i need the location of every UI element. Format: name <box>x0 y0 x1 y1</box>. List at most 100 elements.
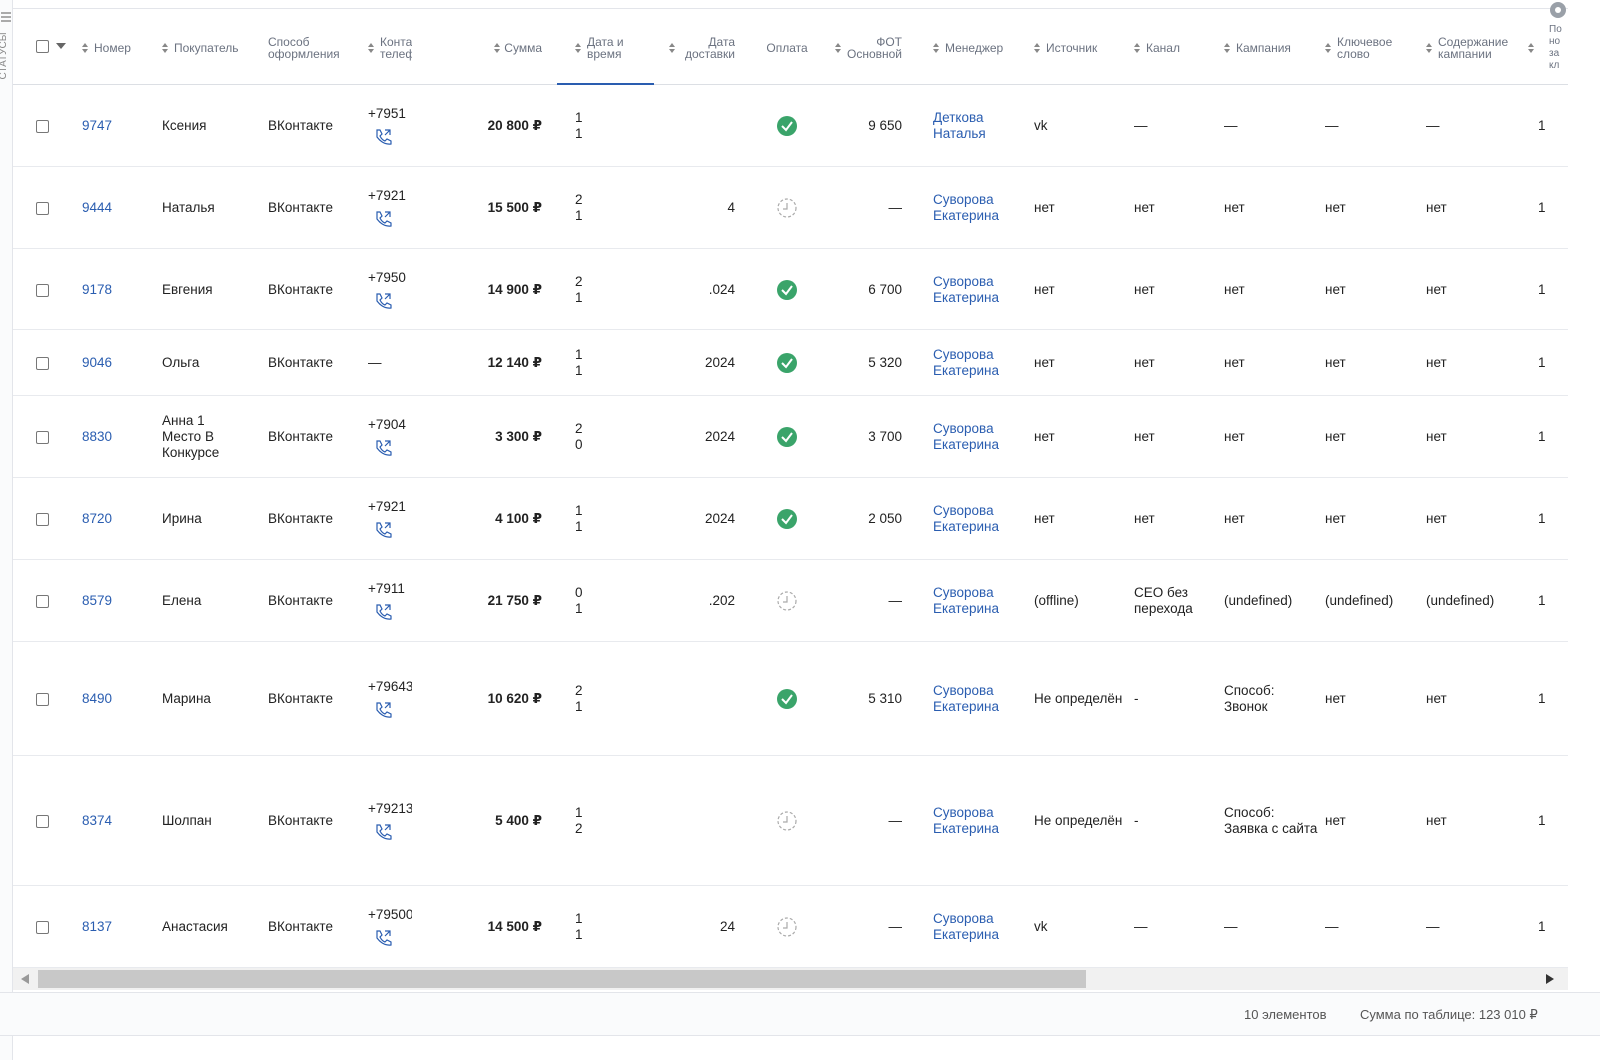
column-header[interactable]: Контактный телефон <box>380 35 412 61</box>
number-cell[interactable]: 8579 <box>82 593 113 608</box>
campaign-cell: нет <box>1224 511 1245 526</box>
column-header[interactable]: Дата доставки <box>684 35 735 61</box>
pending-icon <box>777 811 797 831</box>
call-icon[interactable] <box>374 292 392 310</box>
number-cell[interactable]: 8490 <box>82 691 113 706</box>
column-header[interactable]: Номер <box>94 41 131 55</box>
row-checkbox[interactable] <box>36 693 49 706</box>
column-header[interactable]: Кампания <box>1236 41 1291 55</box>
row-checkbox[interactable] <box>36 202 49 215</box>
sort-icon[interactable] <box>82 43 88 53</box>
manager-cell[interactable]: Суворова Екатерина <box>933 585 999 616</box>
sort-icon[interactable] <box>494 43 500 53</box>
row-divider <box>13 641 1568 642</box>
phone-number: +7951 <box>368 106 406 121</box>
column-header[interactable]: Канал <box>1146 41 1180 55</box>
manager-cell[interactable]: Суворова Екатерина <box>933 273 999 305</box>
phone-cell: +7904 <box>368 396 412 478</box>
column-header[interactable]: Способ оформления <box>268 35 340 61</box>
call-icon[interactable] <box>374 823 392 841</box>
buyer-cell: Ксения <box>162 118 207 133</box>
phone-number: +7921 <box>368 499 406 514</box>
manager-cell[interactable]: Суворова Екатерина <box>933 503 999 534</box>
source-cell: нет <box>1034 281 1055 297</box>
row-checkbox[interactable] <box>36 815 49 828</box>
call-icon[interactable] <box>374 701 392 719</box>
column-header[interactable]: ФОТ Основной <box>846 35 902 61</box>
call-icon[interactable] <box>374 128 392 146</box>
number-cell[interactable]: 8830 <box>82 429 113 444</box>
call-icon[interactable] <box>374 210 392 228</box>
sort-icon[interactable] <box>933 43 939 53</box>
call-icon[interactable] <box>374 521 392 539</box>
fot-cell: 2 050 <box>868 511 902 526</box>
column-header[interactable]: Менеджер <box>945 41 1004 55</box>
number-cell[interactable]: 8720 <box>82 511 113 526</box>
call-icon[interactable] <box>374 929 392 947</box>
last-cell: 1 <box>1538 355 1546 370</box>
number-cell[interactable]: 9747 <box>82 118 113 133</box>
manager-cell[interactable]: Суворова Екатерина <box>933 192 999 223</box>
row-checkbox[interactable] <box>36 595 49 608</box>
call-icon[interactable] <box>374 439 392 457</box>
column-header[interactable]: По но за кл <box>1549 24 1562 71</box>
row-checkbox[interactable] <box>36 120 49 133</box>
sort-icon[interactable] <box>162 43 168 53</box>
manager-cell[interactable]: Суворова Екатерина <box>933 683 999 714</box>
sort-icon[interactable] <box>1224 43 1230 53</box>
sort-icon[interactable] <box>835 43 841 53</box>
number-cell[interactable]: 9046 <box>82 355 113 370</box>
row-checkbox[interactable] <box>36 513 49 526</box>
call-icon[interactable] <box>374 603 392 621</box>
sort-icon[interactable] <box>368 43 374 53</box>
method-cell: ВКонтакте <box>268 593 333 608</box>
manager-cell[interactable]: Деткова Наталья <box>933 110 986 141</box>
sort-icon[interactable] <box>1426 43 1432 53</box>
row-checkbox[interactable] <box>36 283 49 297</box>
column-header[interactable]: Дата и время <box>587 35 624 61</box>
row-checkbox[interactable] <box>36 431 49 444</box>
date-fragment: 0 <box>575 437 583 452</box>
manager-cell[interactable]: Суворова Екатерина <box>933 421 999 452</box>
select-menu-arrow[interactable] <box>56 43 66 49</box>
sort-icon[interactable] <box>1325 43 1331 53</box>
phone-cell: +7921 <box>368 478 412 560</box>
column-header[interactable]: Ключевое слово <box>1337 35 1393 61</box>
horizontal-scrollbar[interactable] <box>13 968 1568 990</box>
sort-icon[interactable] <box>1134 43 1140 53</box>
sort-icon[interactable] <box>575 43 581 53</box>
date-fragment: 1 <box>575 601 583 616</box>
sort-icon[interactable] <box>1528 43 1534 53</box>
menu-icon[interactable] <box>1 12 11 14</box>
scroll-right[interactable] <box>1546 974 1554 984</box>
channel-cell: нет <box>1134 200 1155 215</box>
sort-icon[interactable] <box>669 43 675 53</box>
date-fragment: 2 <box>575 421 583 436</box>
settings-icon[interactable] <box>1548 0 1568 20</box>
column-header[interactable]: Сумма <box>504 41 542 55</box>
column-header[interactable]: Оплата <box>766 41 808 55</box>
manager-cell[interactable]: Суворова Екатерина <box>933 347 999 378</box>
select-all-checkbox[interactable] <box>36 40 49 53</box>
manager-cell[interactable]: Суворова Екатерина <box>933 911 999 942</box>
column-header[interactable]: Содержание кампании <box>1438 35 1509 61</box>
column-header[interactable]: Покупатель <box>174 41 239 55</box>
scroll-left[interactable] <box>21 974 29 984</box>
number-cell[interactable]: 8374 <box>82 813 113 828</box>
number-cell[interactable]: 9444 <box>82 200 113 215</box>
method-cell: ВКонтакте <box>268 511 333 526</box>
paid-icon <box>777 427 797 447</box>
sidebar[interactable]: СТАТУСЫ <box>0 0 13 1060</box>
row-checkbox[interactable] <box>36 921 49 934</box>
header-border <box>13 84 1568 85</box>
manager-cell[interactable]: Суворова Екатерина <box>933 805 999 836</box>
number-cell[interactable]: 8137 <box>82 919 113 934</box>
channel-cell: нет <box>1134 281 1155 297</box>
row-checkbox[interactable] <box>36 357 49 370</box>
column-header[interactable]: Источник <box>1046 41 1098 55</box>
number-cell[interactable]: 9178 <box>82 281 113 297</box>
content-cell: — <box>1426 919 1440 934</box>
scrollbar-thumb[interactable] <box>38 970 1086 988</box>
sort-icon[interactable] <box>1034 43 1040 53</box>
